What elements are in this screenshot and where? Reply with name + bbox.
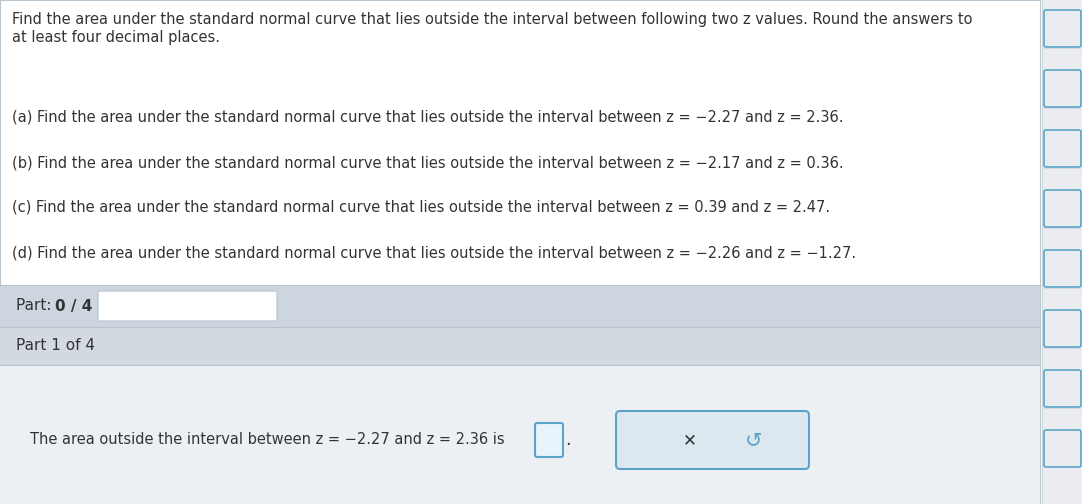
Text: (c) Find the area under the standard normal curve that lies outside the interval: (c) Find the area under the standard nor… [12, 200, 830, 215]
Text: The area outside the interval between z = −2.27 and z = 2.36 is: The area outside the interval between z … [30, 432, 504, 448]
FancyBboxPatch shape [535, 423, 563, 457]
FancyBboxPatch shape [98, 291, 277, 321]
Bar [0, 327, 1040, 365]
Text: ↺: ↺ [744, 430, 762, 450]
Text: (b) Find the area under the standard normal curve that lies outside the interval: (b) Find the area under the standard nor… [12, 155, 844, 170]
Text: ✕: ✕ [684, 431, 697, 449]
Text: 0 / 4: 0 / 4 [55, 298, 92, 313]
Text: .: . [565, 431, 570, 449]
Text: at least four decimal places.: at least four decimal places. [12, 30, 220, 45]
Bar [0, 365, 1040, 504]
Text: Part:: Part: [16, 298, 56, 313]
Text: Find the area under the standard normal curve that lies outside the interval bet: Find the area under the standard normal … [12, 12, 973, 27]
Text: (d) Find the area under the standard normal curve that lies outside the interval: (d) Find the area under the standard nor… [12, 245, 856, 260]
FancyBboxPatch shape [616, 411, 809, 469]
Text: Part 1 of 4: Part 1 of 4 [16, 339, 95, 353]
Text: (a) Find the area under the standard normal curve that lies outside the interval: (a) Find the area under the standard nor… [12, 110, 844, 125]
Bar [0, 285, 1040, 327]
Bar [1042, 0, 1082, 504]
